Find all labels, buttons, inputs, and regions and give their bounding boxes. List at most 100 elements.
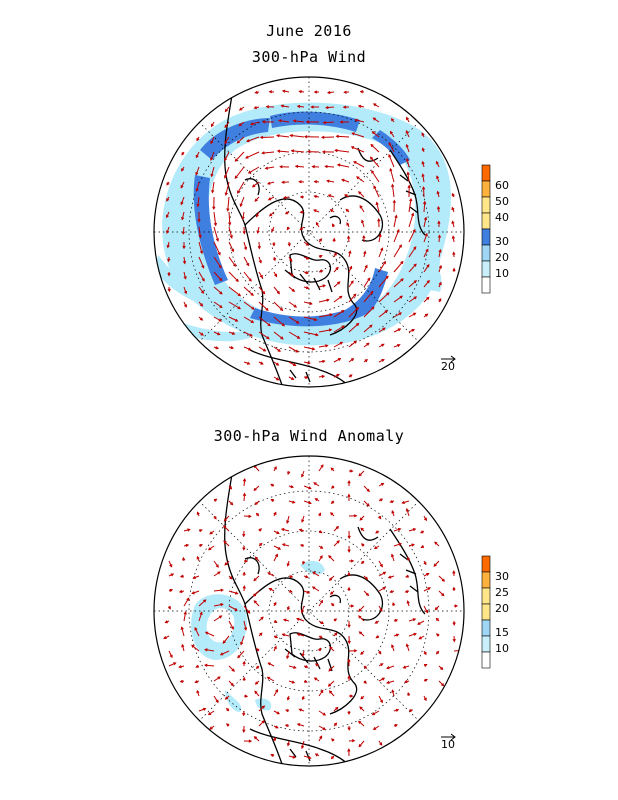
wind-vector [211,181,215,193]
wind-vector [210,151,215,161]
wind-vector-head [298,708,302,712]
wind-vector-head [166,230,170,234]
wind-vector-head [232,263,237,267]
wind-vector-head [373,185,377,189]
wind-vector-head [266,676,271,680]
wind-vector-head [319,555,323,559]
wind-vector-head [279,165,283,169]
wind-vector-head [375,530,379,534]
wind-vector-head [353,514,358,518]
wind-vector-head [210,157,214,161]
wind-vector-head [296,104,301,109]
wind-vector [358,740,365,747]
wind-vector [386,680,395,684]
wind-vector-head [248,278,252,282]
wind-vector-head [358,191,362,195]
wind-vector-head [358,720,362,724]
wind-vector-head [204,648,208,652]
wind-vector-head [426,573,430,576]
wind-vector [213,603,223,607]
wind-vector-head [290,149,295,153]
panel2-reference-vector: 10 [441,733,456,751]
wind-vector-head [394,724,398,728]
wind-vector-head [423,561,427,566]
wind-vector [378,560,383,567]
wind-vector [243,479,246,487]
wind-vector [291,150,305,153]
wind-vector-head [313,90,318,94]
wind-vector-head [241,216,245,221]
wind-vector [408,246,417,258]
wind-vector-head [454,604,459,608]
wind-vector [213,271,222,281]
wind-vector-head [345,208,349,212]
wind-vector-head [276,711,280,715]
wind-vector-head [411,329,416,332]
wind-vector [333,358,341,363]
wind-vector [198,599,207,607]
wind-vector-head [409,709,414,713]
panel1-colorbar-swatch-20 [481,228,491,246]
wind-vector-head [441,683,445,687]
wind-vector [228,256,236,267]
wind-vector [213,301,223,308]
wind-vector-head [371,306,375,310]
wind-vector [378,261,386,273]
panel1-colorbar-label: 20 [495,251,509,264]
wind-vector-head [322,727,326,730]
wind-vector-head [250,122,254,126]
panel1-wind-vectors [165,89,456,381]
wind-vector [204,664,215,667]
wind-vector-head [421,186,426,190]
wind-vector-head [280,528,285,532]
wind-vector-head [280,104,284,108]
wind-vector-head [201,265,205,269]
wind-vector [406,158,410,168]
wind-vector-head [203,663,208,667]
wind-vector-head [348,250,352,254]
wind-vector [328,680,335,687]
wind-vector-head [215,346,220,350]
wind-vector-head [392,199,396,204]
wind-vector-head [301,696,305,701]
wind-vector-head [244,559,249,563]
wind-vector [325,165,335,168]
wind-vector [351,146,365,153]
wind-vector-head [237,293,242,297]
wind-vector [352,132,365,138]
wind-vector [408,618,416,622]
wind-vector [371,170,380,183]
wind-vector [389,168,395,183]
wind-vector-head [217,332,221,336]
wind-vector-head [435,160,439,165]
wind-vector-head [218,615,223,619]
wind-vector-head [411,212,415,217]
wind-vector-head [312,571,316,575]
wind-vector-head [273,645,277,650]
wind-vector [243,286,254,296]
wind-vector [393,528,401,532]
wind-vector-head [396,228,400,233]
wind-vector-head [261,120,266,124]
wind-vector-head [267,197,272,201]
wind-vector-head [353,340,357,344]
wind-vector-head [375,201,379,206]
wind-vector [358,191,365,198]
wind-vector [438,575,445,582]
wind-vector [243,331,253,337]
wind-vector-head [272,737,276,741]
wind-vector-head [452,638,456,643]
wind-vector-head [248,514,252,518]
wind-vector [248,166,260,174]
wind-vector-head [395,708,400,712]
wind-vector-head [382,327,386,331]
wind-vector-head [391,644,395,648]
wind-vector-head [385,275,389,279]
wind-vector-head [330,467,334,471]
wind-vector-head [386,292,390,296]
wind-vector-head [224,108,228,113]
wind-vector-head [224,562,228,566]
wind-vector-head [272,257,276,262]
wind-vector [278,120,290,123]
wind-vector [348,340,357,348]
